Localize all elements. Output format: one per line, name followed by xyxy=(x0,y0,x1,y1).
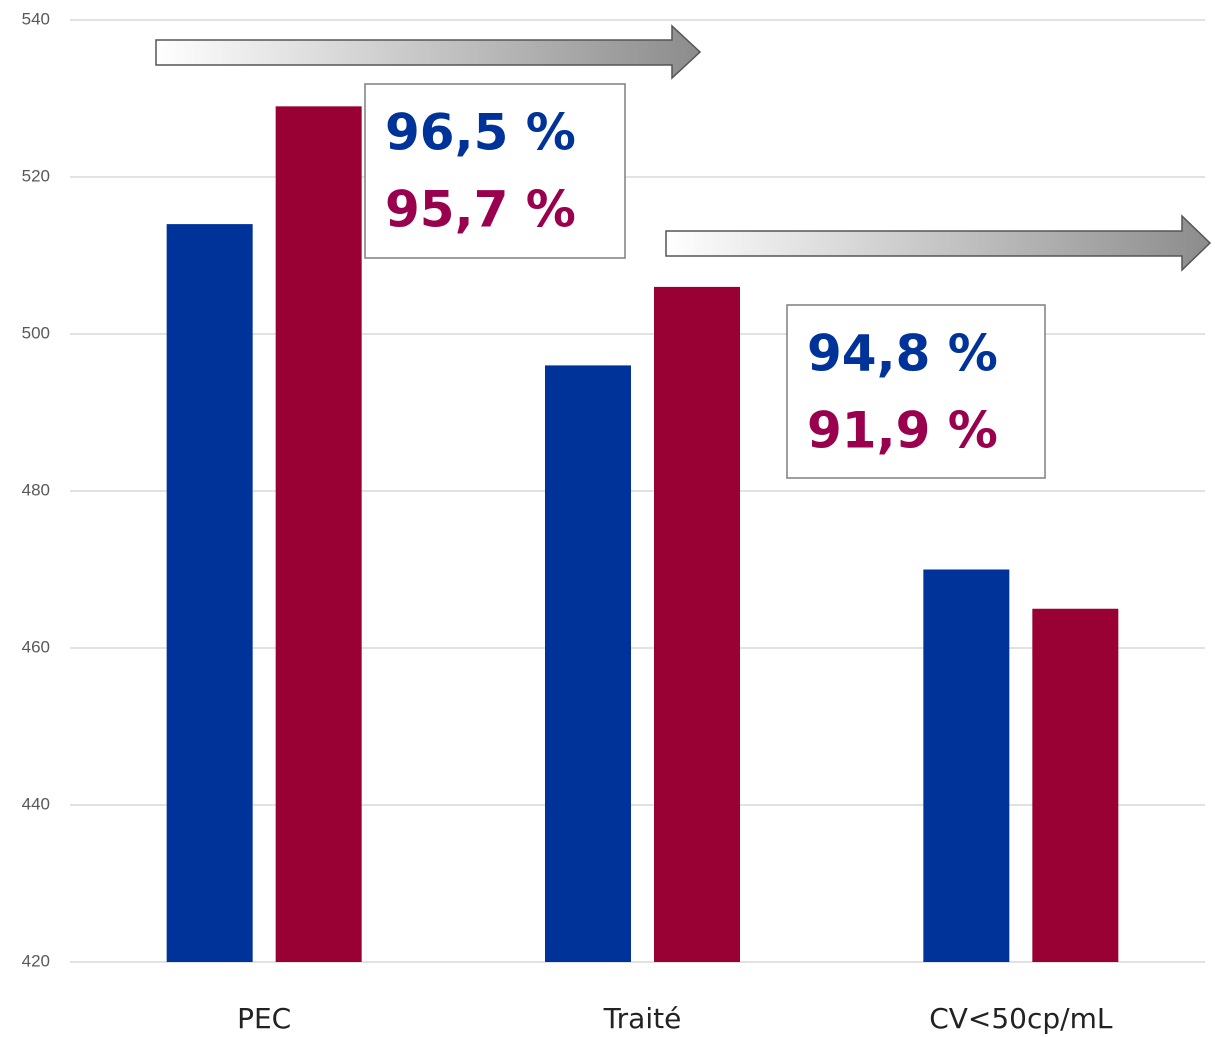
annotation-text: 94,8 % xyxy=(807,325,998,383)
x-tick-label: PEC xyxy=(237,1002,291,1035)
bars xyxy=(166,106,1119,963)
bar xyxy=(923,569,1010,962)
annotation-text: 95,7 % xyxy=(385,181,576,239)
arrow xyxy=(155,24,702,80)
bar xyxy=(275,106,362,963)
annotation-box xyxy=(364,83,626,259)
y-tick-label: 440 xyxy=(22,794,50,813)
y-tick-label: 420 xyxy=(22,951,50,970)
grid: 420 440 460 480 500 520 540 PEC Traité CV<50cp/mL xyxy=(22,9,1205,1035)
bar xyxy=(166,224,253,963)
y-tick-label: 500 xyxy=(22,323,50,342)
y-tick-label: 460 xyxy=(22,637,50,656)
y-tick-label: 540 xyxy=(22,9,50,28)
y-tick-label: 520 xyxy=(22,166,50,185)
x-tick-label: Traité xyxy=(603,1002,682,1035)
bar xyxy=(654,286,740,962)
annotation-text: 96,5 % xyxy=(385,104,576,162)
bar xyxy=(545,365,631,962)
x-tick-label: CV<50cp/mL xyxy=(929,1002,1113,1035)
annotation-text: 91,9 % xyxy=(807,402,998,460)
annotations: 96,5 % 95,7 % 94,8 % 91,9 % xyxy=(364,83,1046,479)
bar xyxy=(1032,608,1119,962)
arrow xyxy=(665,214,1212,272)
y-tick-label: 480 xyxy=(22,480,50,499)
annotation-box xyxy=(786,304,1046,479)
